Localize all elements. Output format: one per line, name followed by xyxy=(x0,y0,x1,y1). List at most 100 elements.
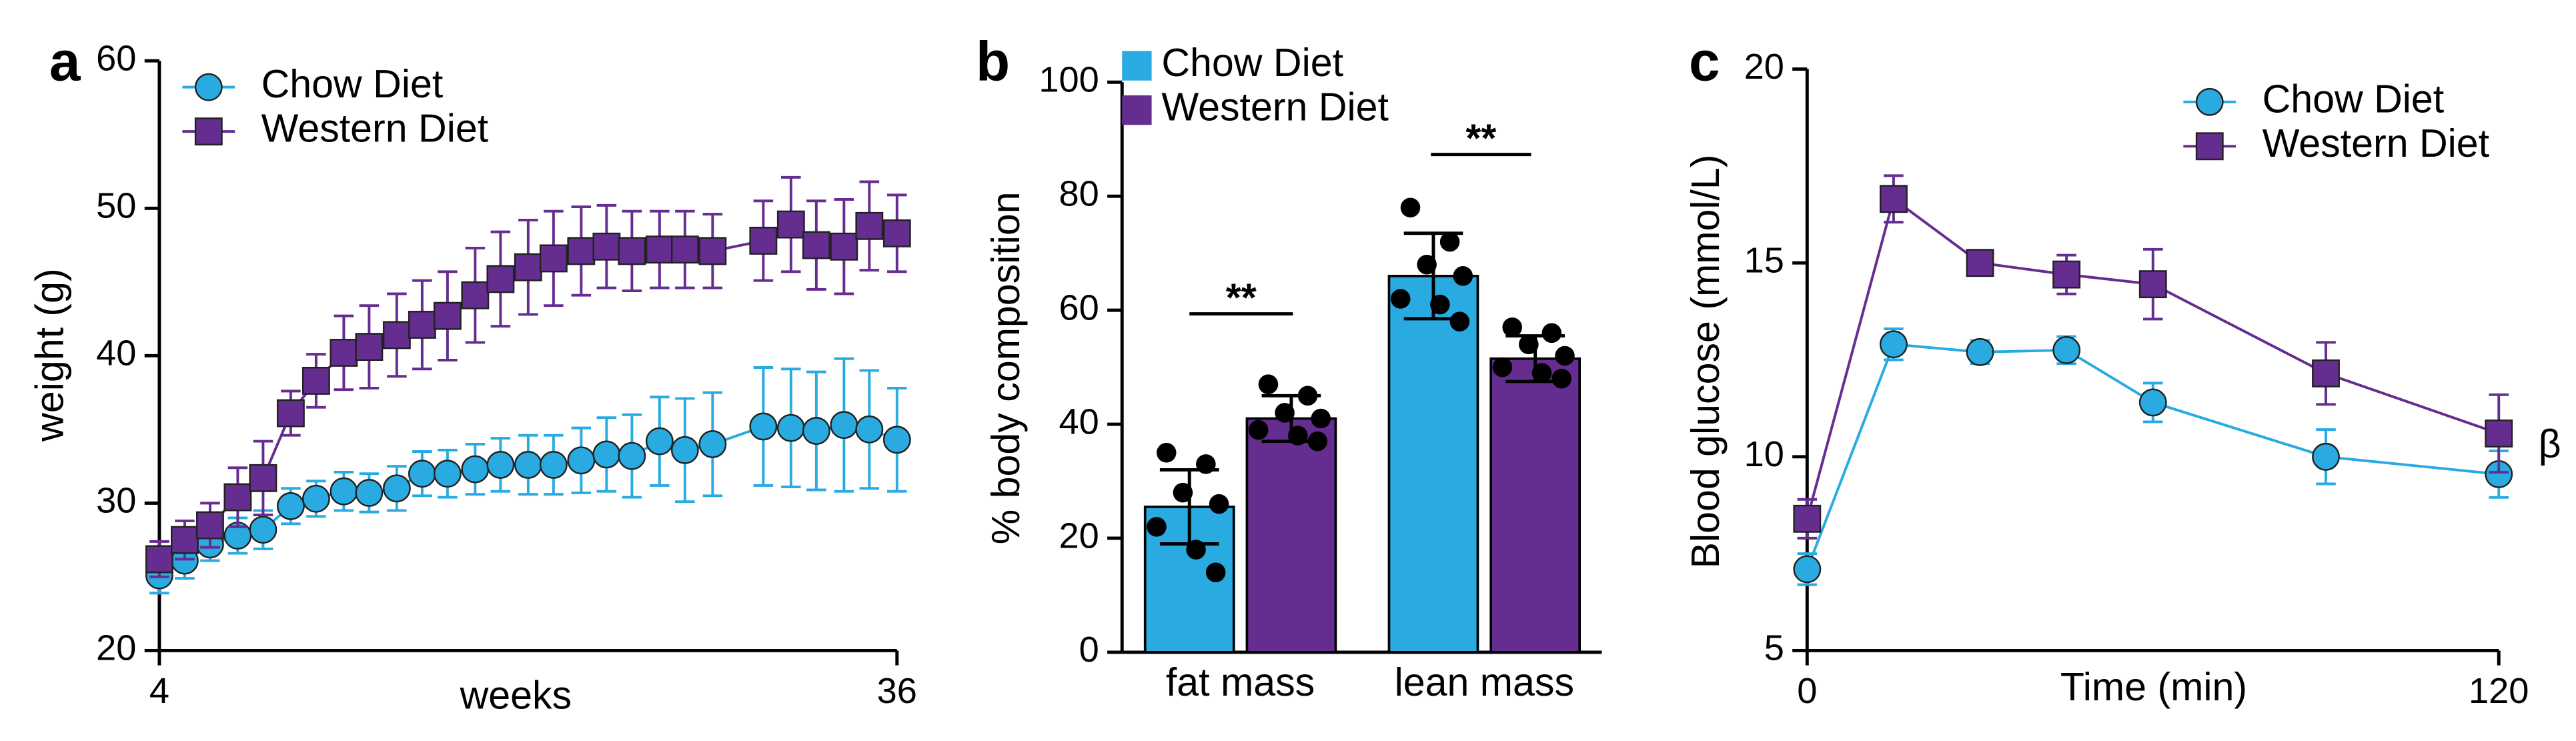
marker xyxy=(2312,359,2340,388)
series-line xyxy=(1806,196,2499,520)
marker xyxy=(408,310,436,339)
y-tick-label: 20 xyxy=(96,628,136,668)
y-tick-label: 60 xyxy=(1059,287,1099,327)
y-tick-label: 5 xyxy=(1764,628,1784,668)
data-point xyxy=(1205,562,1226,583)
marker xyxy=(301,484,330,513)
data-point xyxy=(1541,323,1562,343)
y-axis-label: Blood glucose (mmol/L) xyxy=(1683,154,1728,568)
legend-marker xyxy=(2195,132,2224,161)
x-tick-label: 4 xyxy=(149,671,169,711)
data-point xyxy=(1390,289,1411,309)
legend-marker xyxy=(194,117,223,146)
legend-marker xyxy=(2195,87,2224,116)
marker xyxy=(2138,388,2167,417)
data-point xyxy=(1307,431,1328,452)
x-tick-label: 36 xyxy=(877,671,917,711)
legend-label: Western Diet xyxy=(261,106,489,151)
marker xyxy=(698,430,727,458)
marker xyxy=(433,301,462,330)
y-axis-label: weight (g) xyxy=(27,268,71,442)
marker xyxy=(486,450,515,479)
data-point xyxy=(1311,408,1331,429)
marker xyxy=(276,399,305,428)
marker xyxy=(2138,270,2167,299)
marker xyxy=(382,474,411,503)
marker xyxy=(433,460,462,488)
data-point xyxy=(1147,517,1167,537)
marker xyxy=(882,219,911,247)
y-tick-label: 40 xyxy=(96,333,136,374)
data-point xyxy=(1439,231,1460,252)
marker xyxy=(2052,336,2081,364)
marker xyxy=(882,426,911,454)
marker xyxy=(539,450,568,479)
annotation: ** xyxy=(1465,116,1496,161)
marker xyxy=(1879,330,1908,359)
data-point xyxy=(1258,374,1279,394)
data-point xyxy=(1430,294,1450,315)
marker xyxy=(2312,442,2340,471)
marker xyxy=(749,226,778,255)
y-tick-label: 60 xyxy=(96,39,136,79)
y-tick-label: 15 xyxy=(1744,240,1784,280)
x-axis-label: weeks xyxy=(460,672,572,717)
y-tick-label: 80 xyxy=(1059,173,1099,213)
marker xyxy=(196,511,224,540)
marker xyxy=(355,478,384,507)
data-point xyxy=(1400,197,1421,218)
marker xyxy=(1793,555,1822,584)
y-tick-label: 10 xyxy=(1744,434,1784,474)
bar xyxy=(1489,357,1581,654)
marker xyxy=(670,436,699,464)
y-tick-label: 0 xyxy=(1079,630,1099,670)
marker xyxy=(645,235,674,264)
data-point xyxy=(1555,345,1575,366)
marker xyxy=(486,265,515,293)
data-point xyxy=(1173,482,1193,503)
marker xyxy=(301,366,330,395)
data-point xyxy=(1156,442,1177,463)
marker xyxy=(618,237,646,265)
marker xyxy=(276,492,305,520)
marker xyxy=(618,442,646,470)
legend-swatch xyxy=(1122,51,1152,81)
annotation: ** xyxy=(1226,275,1257,319)
marker xyxy=(1793,504,1822,533)
legend-label: Western Diet xyxy=(2263,121,2490,165)
marker xyxy=(539,244,568,273)
x-tick-label: lean mass xyxy=(1395,660,1574,704)
marker xyxy=(698,237,727,265)
marker xyxy=(330,477,358,506)
marker xyxy=(776,210,805,239)
marker xyxy=(855,211,884,240)
x-tick-label: 120 xyxy=(2469,671,2529,711)
data-point xyxy=(1492,357,1513,378)
legend-label: Chow Diet xyxy=(1161,40,1343,85)
marker xyxy=(514,253,542,281)
legend-swatch xyxy=(1122,95,1152,125)
marker xyxy=(408,460,436,488)
marker xyxy=(855,415,884,444)
y-tick-label: 50 xyxy=(96,186,136,226)
y-tick-label: 30 xyxy=(96,481,136,521)
marker xyxy=(249,516,277,544)
legend-label: Chow Diet xyxy=(2263,76,2445,121)
marker xyxy=(567,237,596,265)
y-axis-label: % body composition xyxy=(983,191,1028,544)
data-point xyxy=(1186,540,1206,560)
marker xyxy=(802,417,830,446)
annotation: β xyxy=(2539,422,2561,466)
marker xyxy=(830,411,858,440)
marker xyxy=(567,446,596,475)
bar xyxy=(1387,274,1479,654)
marker xyxy=(461,455,490,484)
x-tick-label: 0 xyxy=(1797,671,1817,711)
marker xyxy=(1879,185,1908,213)
data-point xyxy=(1288,426,1308,446)
marker xyxy=(1966,249,1994,277)
marker xyxy=(1966,337,1994,366)
data-point xyxy=(1519,334,1539,355)
marker xyxy=(2485,419,2513,448)
marker xyxy=(330,338,358,367)
